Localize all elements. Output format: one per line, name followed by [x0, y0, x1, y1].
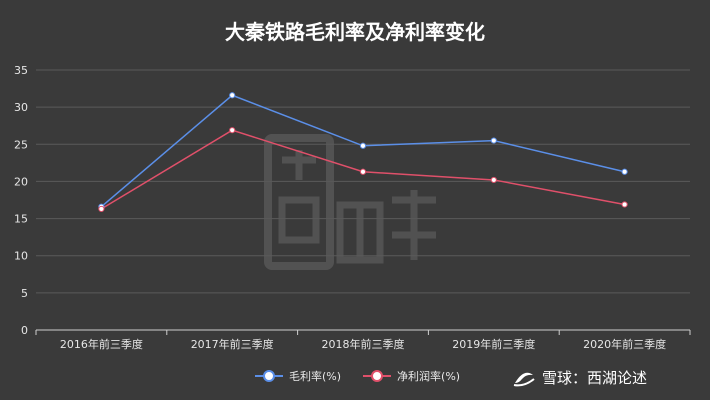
y-tick-label: 20 — [14, 175, 28, 188]
y-tick-label: 25 — [14, 138, 28, 151]
snowball-logo-icon — [513, 372, 535, 387]
y-tick-label: 0 — [21, 324, 28, 337]
x-tick-label: 2019年前三季度 — [452, 337, 535, 351]
legend-item-gross-margin[interactable]: 毛利率(%) — [255, 368, 341, 384]
data-point-gross-margin[interactable] — [359, 142, 367, 149]
watermark-text: 雪球：西湖论述 — [542, 368, 648, 387]
x-tick-label: 2017年前三季度 — [191, 337, 274, 351]
chart-title: 大秦铁路毛利率及净利率变化 — [225, 20, 485, 44]
legend-swatch-gross-margin — [255, 370, 283, 382]
legend-label-gross-margin: 毛利率(%) — [289, 370, 342, 383]
data-point-net-margin[interactable] — [359, 168, 367, 175]
y-tick-label: 30 — [14, 101, 28, 114]
x-tick-label: 2020年前三季度 — [583, 337, 666, 351]
xueqiu-watermark: 雪球：西湖论述 — [512, 366, 647, 388]
x-tick-label: 2018年前三季度 — [322, 337, 405, 351]
data-point-net-margin[interactable] — [98, 205, 105, 213]
data-point-gross-margin[interactable] — [490, 137, 497, 144]
data-point-net-margin[interactable] — [490, 176, 497, 184]
legend-item-net-margin[interactable]: 净利润率(%) — [363, 368, 460, 384]
chart-legend: 毛利率(%) 净利润率(%) — [255, 368, 460, 384]
data-point-net-margin[interactable] — [229, 127, 236, 134]
y-tick-label: 5 — [21, 287, 28, 300]
y-tick-label: 15 — [14, 213, 28, 226]
bread-finance-watermark — [264, 134, 436, 270]
y-tick-label: 35 — [14, 64, 28, 77]
x-tick-label: 2016年前三季度 — [60, 337, 143, 351]
data-point-net-margin[interactable] — [621, 201, 628, 208]
data-point-gross-margin[interactable] — [229, 92, 236, 99]
legend-label-net-margin: 净利润率(%) — [397, 370, 461, 383]
data-point-gross-margin[interactable] — [621, 168, 628, 175]
legend-swatch-net-margin — [363, 370, 392, 382]
y-tick-label: 10 — [14, 250, 28, 263]
